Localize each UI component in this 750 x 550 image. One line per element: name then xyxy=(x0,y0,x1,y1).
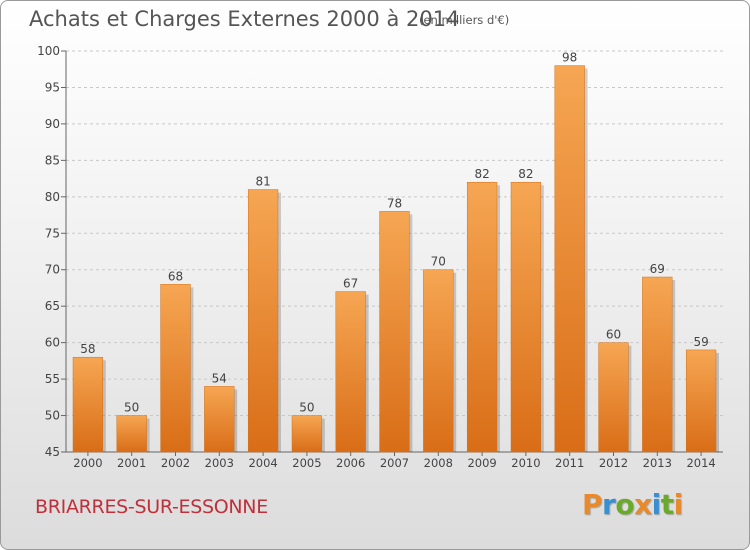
bar-value-label: 81 xyxy=(255,175,270,189)
bar-value-label: 54 xyxy=(212,371,227,385)
bar-value-label: 59 xyxy=(693,335,708,349)
bar-value-label: 67 xyxy=(343,277,358,291)
logo-letter: P xyxy=(582,488,603,521)
bar xyxy=(72,356,104,453)
x-tick-label: 2010 xyxy=(511,456,540,470)
bar-value-label: 58 xyxy=(80,342,95,356)
bar xyxy=(423,269,454,453)
y-tick-label: 45 xyxy=(45,445,60,459)
logo-letter: i xyxy=(651,488,662,521)
bar xyxy=(510,181,542,453)
chart-title: Achats et Charges Externes 2000 à 2014 xyxy=(29,7,460,31)
logo-letter: r xyxy=(602,488,616,521)
x-tick-label: 2001 xyxy=(117,456,146,470)
x-tick-label: 2013 xyxy=(643,456,672,470)
x-tick-label: 2004 xyxy=(248,456,277,470)
bar-value-label: 82 xyxy=(474,167,489,181)
x-tick-label: 2009 xyxy=(467,456,496,470)
x-tick-label: 2006 xyxy=(336,456,365,470)
y-tick-label: 65 xyxy=(45,299,60,313)
bar-value-label: 82 xyxy=(518,167,533,181)
bar-value-label: 98 xyxy=(562,51,577,65)
y-tick-label: 55 xyxy=(45,372,60,386)
logo-letter: i xyxy=(673,488,684,521)
bar xyxy=(642,276,673,453)
x-tick-label: 2000 xyxy=(73,456,102,470)
x-tick-label: 2005 xyxy=(292,456,321,470)
bar xyxy=(554,65,585,453)
bar-value-label: 78 xyxy=(387,196,402,210)
bar xyxy=(466,181,498,453)
bar xyxy=(291,415,323,453)
x-tick-label: 2014 xyxy=(686,456,715,470)
bar xyxy=(685,349,717,453)
commune-name: BRIARRES-SUR-ESSONNE xyxy=(35,496,268,518)
bar-value-label: 69 xyxy=(650,262,665,276)
y-tick-label: 85 xyxy=(45,153,60,167)
chart-subtitle: (en milliers d'€) xyxy=(419,13,510,27)
bar xyxy=(335,291,366,453)
logo-letter: x xyxy=(634,488,652,521)
x-tick-label: 2003 xyxy=(205,456,234,470)
y-tick-label: 75 xyxy=(45,226,60,240)
bar-value-label: 70 xyxy=(431,255,446,269)
bar xyxy=(116,415,147,453)
proxiti-logo: Proxiti xyxy=(582,488,683,521)
bar xyxy=(598,342,629,453)
y-tick-label: 50 xyxy=(45,409,60,423)
y-tick-label: 90 xyxy=(45,117,60,131)
bars xyxy=(72,65,719,453)
bar xyxy=(204,386,235,453)
labels: 45 50 55 60 65 70 75 80 85 90 95 100 58 2000 50 2001 68 2… xyxy=(37,44,716,470)
y-tick-label: 80 xyxy=(45,190,60,204)
x-tick-label: 2007 xyxy=(380,456,409,470)
bar xyxy=(247,189,279,453)
bar-value-label: 50 xyxy=(299,401,314,415)
logo-letter: o xyxy=(615,488,635,521)
x-tick-label: 2012 xyxy=(599,456,628,470)
bar-value-label: 50 xyxy=(124,401,139,415)
bar xyxy=(160,284,191,453)
y-tick-label: 60 xyxy=(45,336,60,350)
bar xyxy=(379,211,410,453)
x-tick-label: 2008 xyxy=(424,456,453,470)
bar-value-label: 60 xyxy=(606,328,621,342)
y-tick-label: 100 xyxy=(37,44,60,58)
x-tick-label: 2002 xyxy=(161,456,190,470)
logo-letter: t xyxy=(660,488,674,521)
y-tick-label: 70 xyxy=(45,263,60,277)
bar-value-label: 68 xyxy=(168,269,183,283)
x-tick-label: 2011 xyxy=(555,456,584,470)
y-tick-label: 95 xyxy=(45,80,60,94)
